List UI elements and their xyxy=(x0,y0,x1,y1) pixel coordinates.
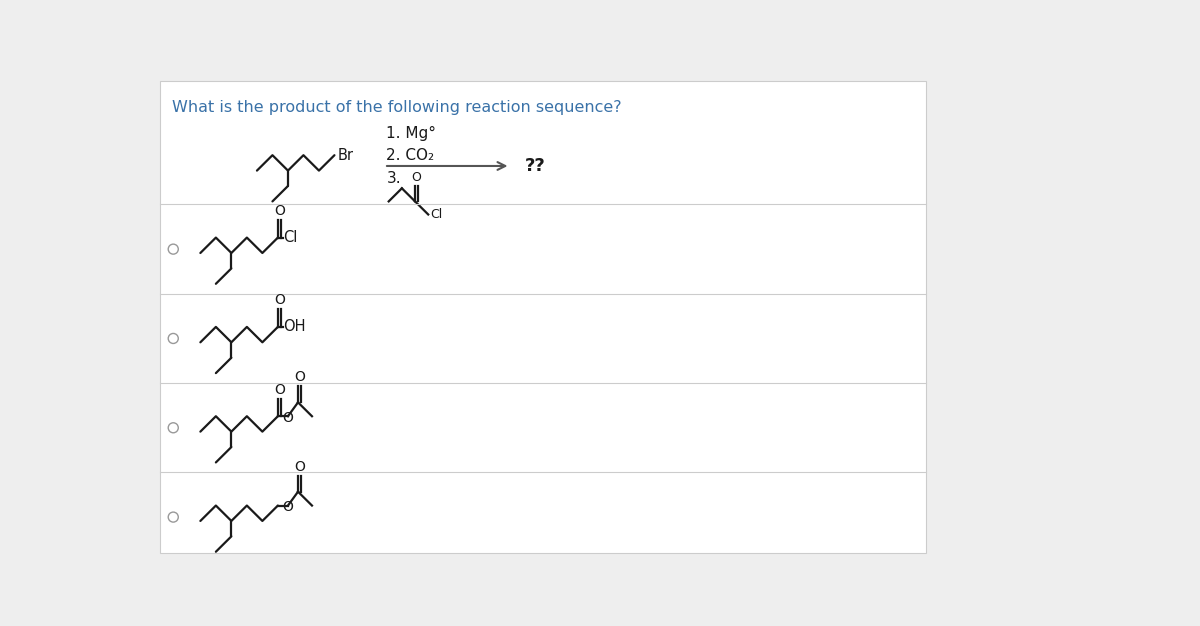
Text: Cl: Cl xyxy=(283,230,298,245)
Text: 3.: 3. xyxy=(386,171,401,186)
Text: O: O xyxy=(274,204,284,218)
Text: Cl: Cl xyxy=(431,208,443,221)
Text: 2. CO₂: 2. CO₂ xyxy=(386,148,434,163)
Text: O: O xyxy=(294,459,305,474)
Text: O: O xyxy=(282,411,293,425)
Text: O: O xyxy=(274,293,284,307)
Text: O: O xyxy=(412,171,421,184)
Text: ??: ?? xyxy=(524,157,545,175)
FancyBboxPatch shape xyxy=(160,81,925,553)
Text: Br: Br xyxy=(337,148,354,163)
Text: O: O xyxy=(274,382,284,397)
Text: O: O xyxy=(282,500,293,515)
Text: OH: OH xyxy=(283,319,306,334)
Text: What is the product of the following reaction sequence?: What is the product of the following rea… xyxy=(172,100,622,115)
Text: O: O xyxy=(294,370,305,384)
Text: 1. Mg°: 1. Mg° xyxy=(386,126,437,141)
